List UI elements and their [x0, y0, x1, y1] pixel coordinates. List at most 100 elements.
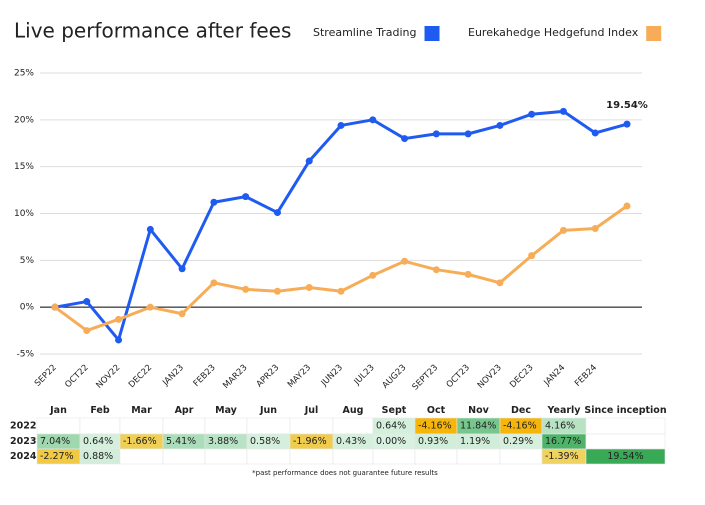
point [273, 287, 281, 295]
point [178, 310, 186, 318]
table-cell [372, 448, 416, 465]
cell-text: 0.29% [503, 436, 533, 447]
point [559, 226, 567, 234]
cell-text: -1.66% [123, 436, 157, 447]
cell-text: 16.77% [545, 436, 581, 447]
footnote: *past performance does not guarantee fut… [252, 469, 438, 477]
x-tick-label: SEP22 [33, 363, 59, 389]
cell-text: -1.39% [545, 451, 579, 462]
cell-text: 0.93% [418, 436, 448, 447]
cell-text: 7.04% [40, 436, 70, 447]
point [464, 130, 472, 138]
point [305, 157, 313, 165]
table-header: Sept [382, 405, 407, 416]
x-tick-label: OCT23 [445, 363, 472, 390]
table-cell [162, 417, 206, 435]
table-header: Feb [90, 405, 110, 416]
cell-text: 4.16% [545, 421, 575, 432]
table-cell [289, 417, 334, 435]
table-header: Jan [49, 405, 67, 416]
x-tick-label: JUL23 [352, 363, 377, 388]
table-cell [162, 448, 206, 465]
table-cell [79, 417, 121, 435]
point [210, 279, 218, 287]
point [146, 225, 154, 233]
point [432, 266, 440, 274]
cell-text: -4.16% [418, 421, 452, 432]
cell-text: 0.64% [376, 421, 406, 432]
cell-text: -2.27% [40, 451, 74, 462]
table-header: Aug [343, 405, 364, 416]
y-tick-label: -5% [16, 350, 34, 360]
y-tick-label: 5% [20, 256, 35, 266]
table-header: Jul [304, 405, 319, 416]
x-tick-label: JUN23 [319, 363, 345, 389]
cell-text: 1.19% [460, 436, 490, 447]
table-header: Jun [259, 405, 277, 416]
x-tick-label: FEB24 [573, 363, 599, 389]
x-tick-label: JAN23 [160, 363, 186, 389]
table-cell [585, 448, 666, 465]
x-tick-label: NOV23 [476, 363, 504, 391]
x-tick-label: SEPT23 [411, 363, 441, 393]
y-tick-label: 15% [14, 162, 34, 172]
cell-text: 5.41% [166, 436, 196, 447]
row-label: 2023 [10, 436, 36, 447]
table-cell [204, 417, 248, 435]
point [432, 130, 440, 138]
point [591, 224, 599, 232]
table-cell [499, 448, 543, 465]
table-header: Since inception [584, 405, 666, 416]
cell-text: 0.58% [250, 436, 280, 447]
point [401, 257, 409, 265]
point [496, 279, 504, 287]
point [305, 283, 313, 291]
table-cell [119, 417, 164, 435]
table-header: Mar [131, 405, 152, 416]
cell-text: -1.96% [293, 436, 327, 447]
table-header: Apr [175, 405, 194, 416]
point [591, 129, 599, 137]
point [369, 116, 377, 124]
point [83, 298, 91, 306]
x-tick-label: MAR23 [221, 363, 249, 391]
y-tick-label: 20% [14, 115, 34, 125]
point [337, 287, 345, 295]
x-tick-label: NOV22 [94, 363, 122, 391]
x-tick-label: FEB23 [192, 363, 218, 389]
cell-text: 19.54% [607, 451, 643, 462]
table-header: Dec [511, 405, 531, 416]
cell-text: 0.64% [83, 436, 113, 447]
point [115, 315, 123, 323]
row-label: 2024 [10, 451, 37, 462]
legend-swatch [646, 26, 662, 41]
cell-text: 3.88% [208, 436, 238, 447]
row-label: 2022 [10, 421, 36, 432]
series-line [54, 109, 628, 342]
x-tick-label: DEC22 [127, 363, 154, 390]
table-header: May [215, 405, 238, 416]
point [337, 121, 345, 129]
x-tick-label: JAN24 [542, 363, 568, 389]
point [623, 202, 631, 210]
data-label: 19.54% [606, 100, 648, 111]
legend-label: Streamline Trading [313, 26, 417, 39]
point [528, 110, 536, 118]
series-line [54, 204, 628, 333]
table-cell [204, 448, 248, 465]
table-cell [119, 448, 164, 465]
y-tick-label: 25% [14, 69, 34, 79]
x-tick-label: MAY23 [286, 363, 313, 390]
point [51, 303, 59, 311]
table-cell [246, 448, 291, 465]
table-cell [456, 448, 501, 465]
x-tick-label: APR23 [255, 363, 282, 390]
x-tick-label: DEC23 [508, 363, 535, 390]
legend-label: Eurekahedge Hedgefund Index [468, 26, 639, 39]
x-tick-label: OCT22 [63, 363, 90, 390]
point [242, 285, 250, 293]
table-cell [332, 448, 374, 465]
y-tick-label: 0% [20, 303, 35, 313]
point [623, 120, 631, 128]
table-cell [246, 417, 291, 435]
